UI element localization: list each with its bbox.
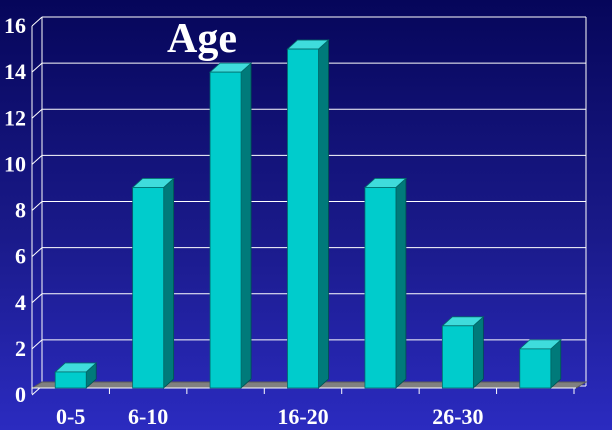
bar-side xyxy=(240,62,252,389)
bar-front xyxy=(132,187,165,389)
bar xyxy=(518,338,562,389)
y-tick-label: 12 xyxy=(4,105,26,130)
bar xyxy=(209,62,253,389)
y-tick-label: 0 xyxy=(15,382,26,407)
bar xyxy=(441,315,485,389)
bar xyxy=(286,39,330,389)
bar-front xyxy=(287,48,319,389)
bar xyxy=(54,362,98,389)
x-tick-label: 26-30 xyxy=(432,404,483,429)
x-tick-label: 16-20 xyxy=(277,404,328,429)
bar-side xyxy=(163,177,175,389)
x-tick-label: 6-10 xyxy=(128,404,168,429)
gridline-depth xyxy=(31,293,43,304)
bar-side xyxy=(395,177,407,389)
bar-front xyxy=(441,325,474,389)
bars xyxy=(54,39,562,389)
gridline-depth xyxy=(31,16,43,27)
bar xyxy=(363,177,407,389)
gridline-depth xyxy=(31,62,43,73)
y-tick-label: 2 xyxy=(15,336,26,361)
bar-side xyxy=(472,315,484,389)
gridline-depth xyxy=(31,155,43,165)
bar-front xyxy=(519,348,552,389)
bar-front xyxy=(209,71,242,389)
gridline-depth xyxy=(31,108,43,119)
gridline-depth xyxy=(31,201,43,211)
y-tick-label: 10 xyxy=(4,151,26,176)
y-tick-label: 16 xyxy=(4,13,26,38)
x-tick-label: 0-5 xyxy=(56,404,85,429)
y-axis: 0 2 4 6 8 10 12 14 16 xyxy=(4,13,33,407)
chart-title: Age xyxy=(167,16,237,62)
bar-front xyxy=(364,187,397,389)
bar xyxy=(131,177,175,389)
bar-front xyxy=(54,371,87,389)
y-tick-label: 8 xyxy=(15,198,26,223)
y-tick-label: 4 xyxy=(15,290,26,315)
x-axis: 0-5 6-10 16-20 26-30 xyxy=(31,388,575,429)
gridline-depth xyxy=(31,247,43,257)
y-tick-label: 14 xyxy=(4,59,26,84)
y-tick-label: 6 xyxy=(15,244,26,269)
gridline-depth xyxy=(31,339,43,350)
bar-side xyxy=(318,39,329,389)
